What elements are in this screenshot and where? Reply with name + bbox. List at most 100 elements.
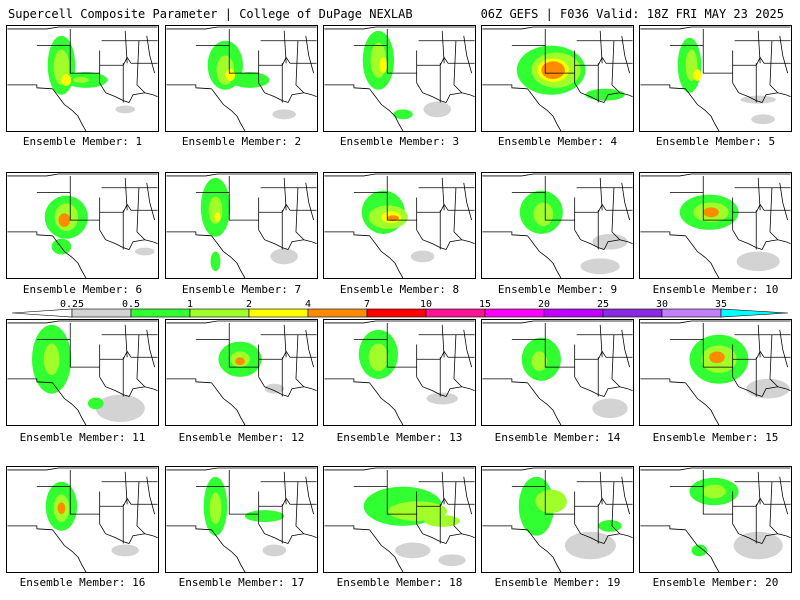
scale-tick-label: 10 [420, 299, 432, 310]
member-map-panel [165, 25, 318, 132]
member-label: Ensemble Member: 2 [181, 135, 302, 148]
scale-tick-label: 35 [715, 299, 727, 310]
member-map [324, 467, 475, 572]
page-title: Supercell Composite Parameter | College … [8, 7, 413, 21]
state-borders [7, 173, 158, 278]
member-label: Ensemble Member: 4 [497, 135, 618, 148]
member-map-panel [6, 319, 159, 426]
member-label: Ensemble Member: 17 [178, 576, 305, 589]
member-map [482, 320, 633, 425]
scp-field [358, 329, 458, 405]
member-map [324, 26, 475, 131]
scp-field [47, 35, 135, 114]
member-label: Ensemble Member: 1 [22, 135, 143, 148]
member-label: Ensemble Member: 10 [652, 283, 779, 296]
scp-field [518, 476, 622, 560]
member-label: Ensemble Member: 9 [497, 283, 618, 296]
scale-segment [130, 308, 191, 318]
state-borders [640, 467, 791, 572]
member-map-panel [481, 466, 634, 573]
state-borders [482, 467, 633, 572]
state-borders [324, 26, 475, 131]
member-map-panel [323, 172, 476, 279]
member-map-panel [323, 25, 476, 132]
scp-field [363, 486, 466, 567]
member-label: Ensemble Member: 3 [339, 135, 460, 148]
member-map [482, 173, 633, 278]
scale-tick-label: 25 [597, 299, 609, 310]
scale-segment [661, 308, 722, 318]
member-map-panel [481, 172, 634, 279]
member-map-panel [639, 319, 792, 426]
scp-field [516, 45, 625, 101]
scale-segment [366, 308, 427, 318]
scp-field [361, 190, 435, 263]
member-label: Ensemble Member: 12 [178, 431, 305, 444]
scale-segment [248, 308, 309, 318]
state-borders [7, 467, 158, 572]
run-info: 06Z GEFS | F036 Valid: 18Z FRI MAY 23 20… [480, 7, 784, 21]
member-label: Ensemble Member: 11 [19, 431, 146, 444]
member-map [7, 320, 158, 425]
color-scale-bar: 0.25 0.5 1 2 4 7 10 15 20 25 30 35 [12, 299, 788, 318]
member-map-panel [6, 172, 159, 279]
state-borders [640, 320, 791, 425]
state-borders [7, 320, 158, 425]
member-label: Ensemble Member: 19 [494, 576, 621, 589]
scp-field [203, 476, 287, 557]
member-map-panel [6, 466, 159, 573]
scale-segment [425, 308, 486, 318]
state-borders [324, 320, 475, 425]
member-map [7, 467, 158, 572]
scp-field [218, 341, 285, 394]
scp-field [689, 334, 790, 399]
state-borders [640, 26, 791, 131]
scale-tick-label: 30 [656, 299, 668, 310]
scp-field [521, 337, 628, 419]
scp-field [689, 477, 783, 560]
scale-tick-label: 15 [479, 299, 491, 310]
member-map [640, 26, 791, 131]
member-map-panel [481, 25, 634, 132]
member-label: Ensemble Member: 15 [652, 431, 779, 444]
member-map-panel [165, 466, 318, 573]
member-map [482, 467, 633, 572]
state-borders [640, 173, 791, 278]
member-map [324, 173, 475, 278]
member-map [640, 467, 791, 572]
scp-field [31, 324, 145, 423]
scale-segment [543, 308, 604, 318]
scale-tick-label: 1 [187, 299, 193, 310]
scp-field [519, 190, 628, 275]
state-borders [482, 173, 633, 278]
member-map [166, 173, 317, 278]
scale-segment [307, 308, 368, 318]
member-map [166, 467, 317, 572]
member-map [166, 26, 317, 131]
member-label: Ensemble Member: 14 [494, 431, 621, 444]
scale-segment [71, 308, 132, 318]
member-map [166, 320, 317, 425]
scale-tick-label: 0.25 [60, 299, 84, 310]
state-borders [324, 467, 475, 572]
scp-field [207, 40, 296, 120]
member-label: Ensemble Member: 18 [336, 576, 463, 589]
member-map-panel [481, 319, 634, 426]
member-label: Ensemble Member: 13 [336, 431, 463, 444]
scale-segment [189, 308, 250, 318]
state-borders [166, 26, 317, 131]
member-map-panel [323, 319, 476, 426]
member-map-panel [6, 25, 159, 132]
member-map-panel [639, 25, 792, 132]
state-borders [324, 173, 475, 278]
scale-over-arrow [720, 308, 788, 318]
member-label: Ensemble Member: 16 [19, 576, 146, 589]
member-map-panel [165, 172, 318, 279]
state-borders [7, 26, 158, 131]
scp-field [200, 177, 298, 272]
scp-field [45, 481, 139, 557]
scale-tick-label: 2 [246, 299, 252, 310]
state-borders [166, 320, 317, 425]
member-map-panel [639, 466, 792, 573]
member-map-panel [639, 172, 792, 279]
